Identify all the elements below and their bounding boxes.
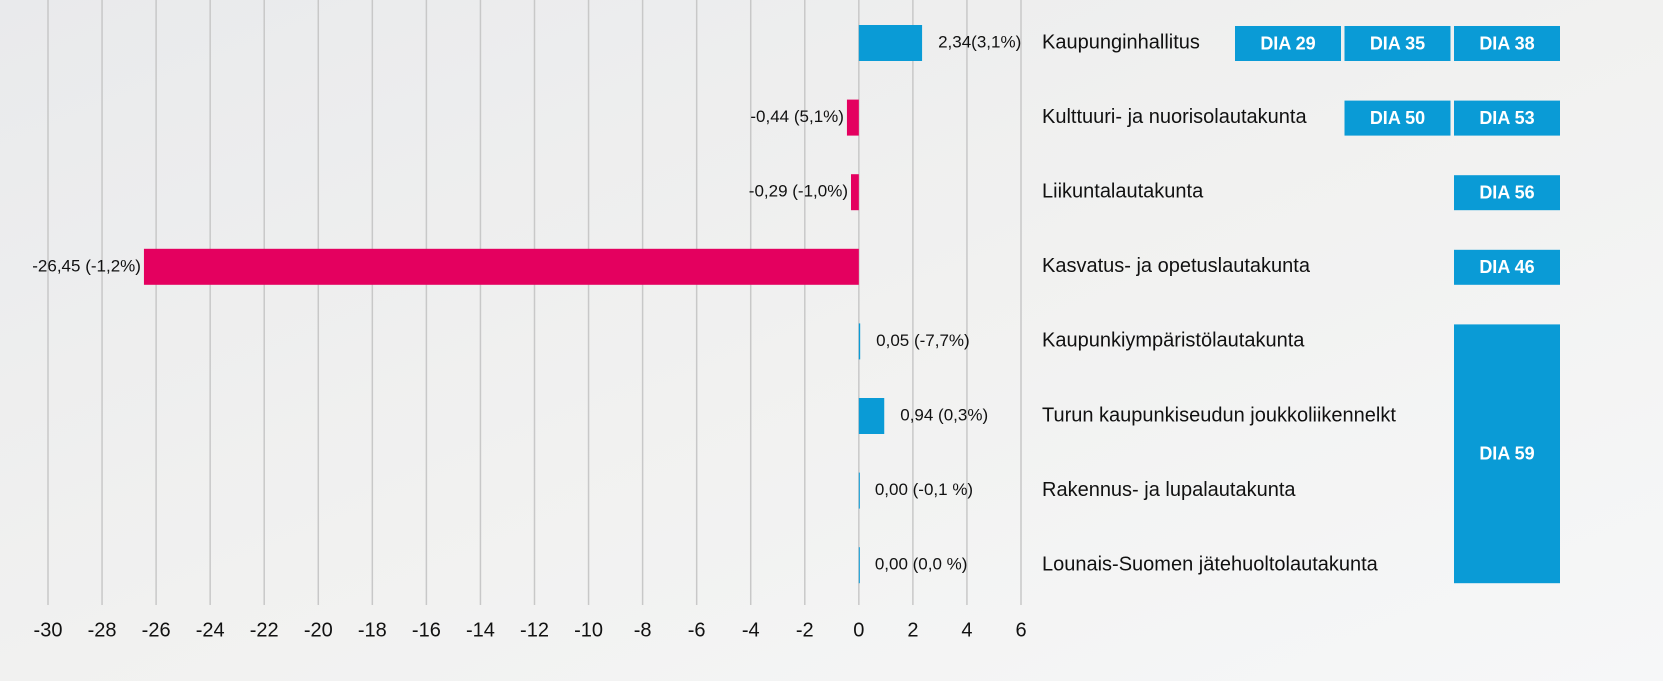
value-label: 0,00 (-0,1 %) [875, 480, 973, 499]
x-tick-label: -6 [688, 619, 706, 641]
x-tick-label: 6 [1015, 619, 1026, 641]
category-label: Rakennus- ja lupalautakunta [1042, 479, 1296, 501]
value-label: -26,45 (-1,2%) [32, 256, 141, 275]
dia-button-label[interactable]: DIA 29 [1260, 33, 1315, 53]
dia-button-label[interactable]: DIA 53 [1479, 108, 1534, 128]
dia-button[interactable] [1344, 100, 1451, 136]
category-label: Lounais-Suomen jätehuoltolautakunta [1042, 553, 1379, 575]
x-tick-label: -28 [88, 619, 117, 641]
value-label: 0,94 (0,3%) [900, 405, 988, 424]
x-tick-label: 0 [853, 619, 864, 641]
bar [858, 398, 885, 434]
x-tick-label: -14 [466, 619, 495, 641]
dia-button[interactable] [1454, 100, 1560, 136]
x-tick-label: -16 [412, 619, 441, 641]
value-label: 2,34(3,1%) [938, 32, 1021, 51]
x-tick-label: -30 [34, 619, 63, 641]
dia-button-label[interactable]: DIA 56 [1479, 182, 1534, 202]
x-tick-label: -22 [250, 619, 279, 641]
value-label: 0,00 (0,0 %) [875, 555, 968, 574]
bar [143, 248, 859, 285]
dia-button[interactable] [1235, 26, 1341, 61]
dia-button-label[interactable]: DIA 46 [1479, 257, 1534, 277]
dia-button[interactable] [1344, 26, 1451, 61]
category-label: Kaupunkiympäristölautakunta [1042, 330, 1305, 352]
bar [850, 174, 859, 211]
bar [858, 547, 860, 584]
dia-button-label[interactable]: DIA 50 [1370, 108, 1425, 128]
x-tick-label: -8 [634, 619, 652, 641]
value-label: -0,29 (-1,0%) [749, 182, 848, 201]
dia-button-label[interactable]: DIA 59 [1479, 444, 1534, 464]
category-label: Kulttuuri- ja nuorisolautakunta [1042, 106, 1307, 128]
x-tick-label: -12 [520, 619, 549, 641]
bar [858, 25, 923, 61]
x-tick-label: -2 [796, 619, 814, 641]
dia-button[interactable] [1454, 324, 1560, 584]
x-tick-label: -26 [142, 619, 171, 641]
x-tick-label: 4 [961, 619, 972, 641]
dia-button[interactable] [1454, 26, 1560, 61]
category-label: Liikuntalautakunta [1042, 180, 1204, 202]
value-label: -0,44 (5,1%) [750, 107, 844, 126]
category-label: Kaupunginhallitus [1042, 31, 1200, 53]
dia-button-label[interactable]: DIA 35 [1370, 33, 1425, 53]
x-tick-label: -4 [742, 619, 760, 641]
x-tick-label: -18 [358, 619, 387, 641]
x-tick-label: -20 [304, 619, 333, 641]
x-tick-label: -10 [574, 619, 603, 641]
value-label: 0,05 (-7,7%) [876, 331, 970, 350]
bar [858, 472, 860, 509]
bar [846, 99, 859, 136]
x-tick-label: 2 [907, 619, 918, 641]
category-label: Turun kaupunkiseudun joukkoliikennelkt [1042, 404, 1396, 426]
dia-button[interactable] [1454, 249, 1560, 285]
dia-button[interactable] [1454, 175, 1560, 211]
dia-button-label[interactable]: DIA 38 [1479, 33, 1534, 53]
bar [858, 323, 861, 360]
x-tick-label: -24 [196, 619, 225, 641]
category-label: Kasvatus- ja opetuslautakunta [1042, 255, 1311, 277]
